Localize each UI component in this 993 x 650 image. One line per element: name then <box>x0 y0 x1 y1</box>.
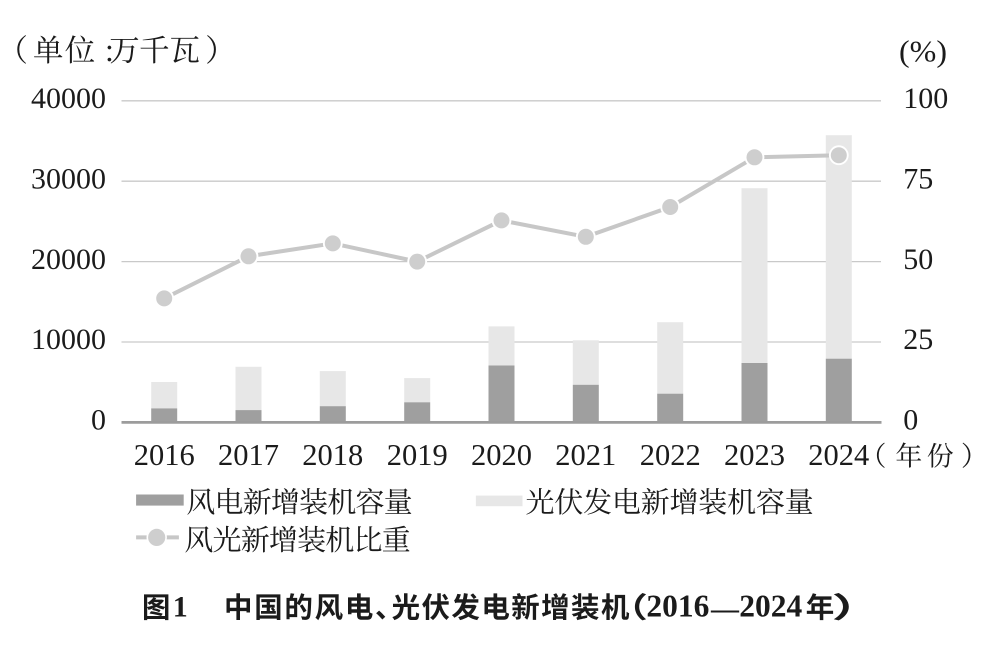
svg-text:20000: 20000 <box>31 243 106 276</box>
svg-text:40000: 40000 <box>31 82 106 115</box>
svg-text:2017: 2017 <box>218 438 279 472</box>
svg-text:2022: 2022 <box>640 438 701 472</box>
svg-text:100: 100 <box>903 82 948 115</box>
svg-text:(%): (%) <box>899 34 947 69</box>
svg-text:2021: 2021 <box>555 438 616 472</box>
svg-text:1: 1 <box>173 591 188 624</box>
svg-text:30000: 30000 <box>31 162 106 195</box>
svg-text:2016: 2016 <box>134 438 195 472</box>
svg-text:0: 0 <box>91 404 106 437</box>
svg-text:2018: 2018 <box>302 438 363 472</box>
svg-text:2024: 2024 <box>808 438 869 472</box>
svg-text:—: — <box>710 594 740 625</box>
svg-text:2016: 2016 <box>646 589 709 624</box>
svg-text:2019: 2019 <box>387 438 448 472</box>
svg-text:50: 50 <box>903 243 933 276</box>
svg-text:2024: 2024 <box>739 589 802 624</box>
svg-text:0: 0 <box>903 404 918 437</box>
svg-text:10000: 10000 <box>31 323 106 356</box>
svg-text:75: 75 <box>903 162 933 195</box>
svg-text:2023: 2023 <box>724 438 785 472</box>
svg-text:25: 25 <box>903 323 933 356</box>
svg-text:2020: 2020 <box>471 438 532 472</box>
